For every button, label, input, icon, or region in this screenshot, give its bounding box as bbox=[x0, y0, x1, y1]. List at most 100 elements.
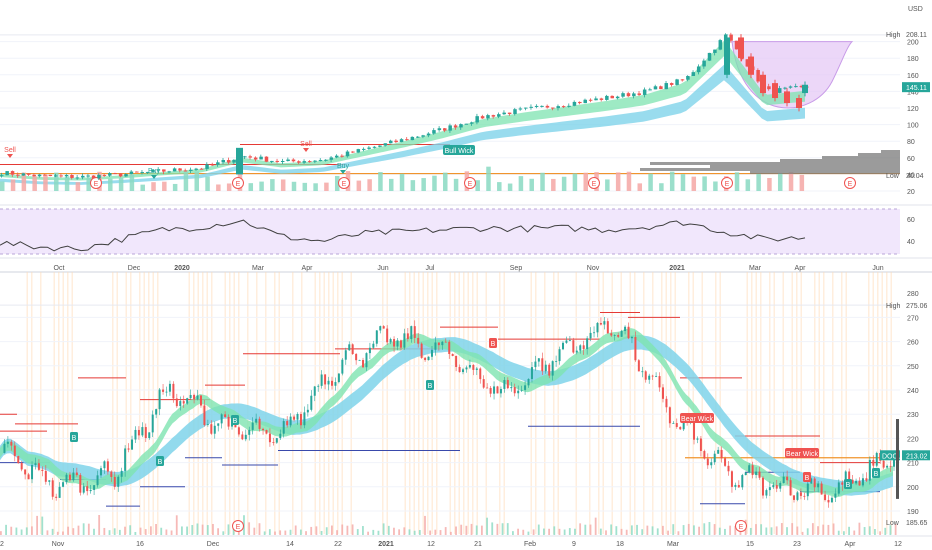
candle-body bbox=[724, 37, 730, 75]
volume-bar bbox=[636, 524, 638, 535]
volume-bar bbox=[517, 528, 519, 535]
volume-bar bbox=[799, 174, 805, 191]
session-highlight bbox=[791, 272, 793, 534]
volume-bar bbox=[162, 181, 167, 191]
volume-bar bbox=[522, 529, 525, 535]
candle-body bbox=[486, 387, 489, 389]
candle-body bbox=[110, 471, 113, 477]
volume-bar bbox=[518, 176, 524, 191]
candle-body bbox=[24, 469, 27, 475]
volume-bar bbox=[183, 172, 189, 191]
candle-body bbox=[310, 395, 313, 410]
candle-body bbox=[444, 341, 447, 343]
volume-bar bbox=[299, 529, 302, 535]
candle-body bbox=[341, 359, 344, 374]
session-highlight bbox=[575, 272, 577, 534]
candle-body bbox=[259, 156, 263, 160]
candle-body bbox=[458, 366, 461, 373]
y-tick-label: 80 bbox=[907, 139, 915, 146]
signal-badge bbox=[803, 472, 811, 482]
candle-body bbox=[589, 332, 592, 339]
signal-arrow bbox=[303, 148, 309, 152]
candle-body bbox=[137, 429, 140, 436]
candle-body bbox=[220, 414, 223, 424]
candle-body bbox=[556, 106, 560, 109]
candle-body bbox=[583, 99, 587, 104]
candle-body bbox=[162, 169, 166, 172]
volume-bar bbox=[274, 531, 276, 535]
volume-bar bbox=[605, 530, 607, 535]
session-highlight bbox=[769, 272, 771, 534]
session-highlight bbox=[751, 272, 753, 534]
candle-body bbox=[255, 418, 258, 423]
volume-bar bbox=[336, 530, 338, 535]
candle-body bbox=[803, 495, 806, 497]
volume-bar bbox=[216, 184, 221, 191]
volume-bar bbox=[113, 528, 116, 535]
candle-body bbox=[760, 74, 766, 94]
candle-body bbox=[837, 482, 840, 494]
x-tick-label: 22 bbox=[334, 541, 342, 548]
volume-bar bbox=[31, 526, 33, 535]
volume-bar bbox=[259, 181, 264, 191]
candle-body bbox=[768, 487, 771, 491]
earnings-marker bbox=[721, 177, 733, 189]
earnings-label: E bbox=[592, 181, 597, 188]
volume-bar bbox=[346, 525, 349, 535]
candle-body bbox=[17, 456, 20, 464]
candle-body bbox=[865, 478, 868, 481]
bull-wick-badge bbox=[443, 145, 475, 155]
volume-bar bbox=[777, 172, 783, 191]
candle-body bbox=[529, 106, 533, 108]
candle-body bbox=[691, 72, 696, 76]
volume-bar bbox=[382, 523, 385, 535]
low-value: 185.65 bbox=[906, 520, 928, 527]
candle-body bbox=[513, 387, 516, 394]
candle-body bbox=[703, 450, 706, 459]
candle-body bbox=[286, 421, 289, 426]
candle-body bbox=[236, 147, 243, 175]
candle-body bbox=[217, 423, 220, 426]
signal-badge-text: B bbox=[846, 482, 851, 489]
y-tick-label: 230 bbox=[907, 412, 919, 419]
session-highlight bbox=[845, 272, 847, 534]
volume-bar bbox=[310, 526, 313, 535]
candle-body bbox=[20, 463, 23, 470]
candle-body bbox=[796, 492, 799, 500]
volume-bar bbox=[756, 173, 761, 191]
candle-body bbox=[43, 174, 47, 176]
candle-body bbox=[561, 106, 566, 108]
candle-body bbox=[144, 427, 147, 439]
candle-body bbox=[399, 139, 404, 143]
candle-body bbox=[393, 339, 396, 347]
candle-body bbox=[96, 475, 99, 486]
volume-bar bbox=[475, 180, 480, 191]
volume-bar bbox=[786, 527, 788, 535]
candle-body bbox=[172, 168, 177, 172]
candle-body bbox=[324, 159, 328, 161]
x-tick-label: 12 bbox=[894, 541, 902, 548]
candle-body bbox=[140, 172, 144, 174]
volume-bar bbox=[330, 525, 333, 535]
volume-bar bbox=[770, 527, 773, 535]
candle-body bbox=[793, 495, 796, 500]
candle-body bbox=[51, 480, 54, 497]
candle-body bbox=[482, 379, 485, 388]
volume-bar bbox=[853, 530, 856, 535]
session-highlight bbox=[431, 272, 433, 534]
candle-body bbox=[648, 89, 652, 91]
volume-bar bbox=[54, 172, 59, 191]
session-highlight bbox=[544, 272, 546, 534]
candle-body bbox=[510, 387, 513, 389]
candle-body bbox=[459, 124, 463, 128]
volume-bar bbox=[460, 524, 463, 535]
volume-bar bbox=[165, 529, 168, 535]
candle-body bbox=[572, 101, 577, 106]
candle-body bbox=[603, 321, 606, 325]
candle-body bbox=[131, 439, 134, 450]
session-highlight bbox=[62, 272, 64, 534]
x-tick-label: 14 bbox=[286, 541, 294, 548]
volume-bar bbox=[32, 176, 37, 191]
earnings-marker bbox=[735, 520, 747, 532]
